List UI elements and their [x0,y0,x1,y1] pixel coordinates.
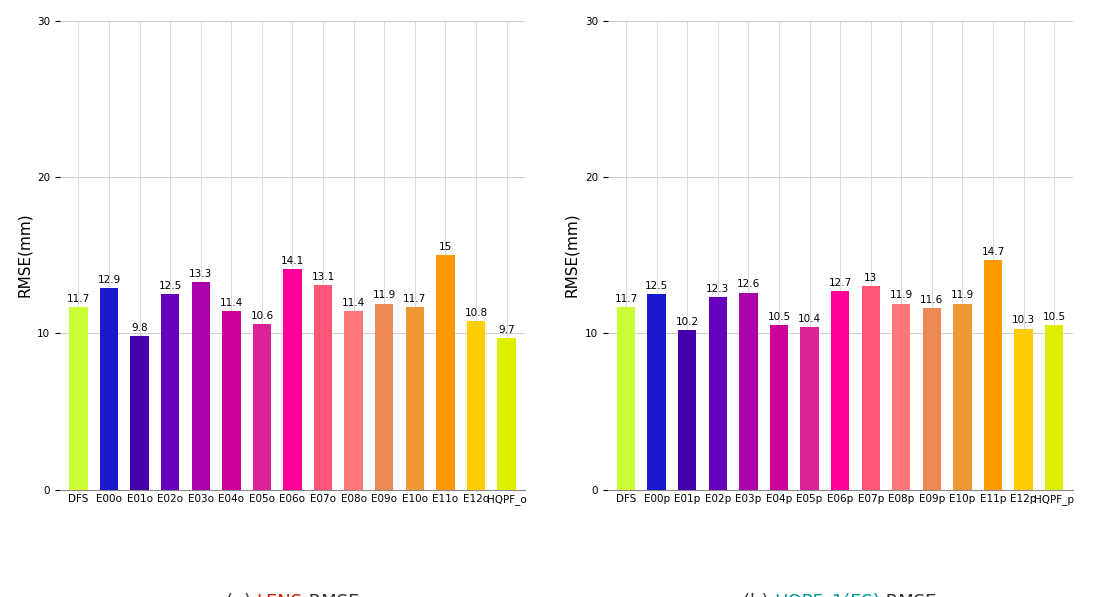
Bar [862,287,880,490]
Bar [345,312,363,490]
Text: 11.9: 11.9 [373,290,396,300]
Text: 10.6: 10.6 [251,311,274,321]
Text: (a): (a) [225,593,257,597]
Bar [984,260,1002,490]
Bar [953,303,971,490]
Text: 10.3: 10.3 [1012,315,1035,325]
Bar [770,325,788,490]
Text: 14.1: 14.1 [281,256,304,266]
Text: 13.3: 13.3 [189,269,212,279]
Bar [406,307,424,490]
Text: 10.2: 10.2 [676,317,699,327]
Text: 11.7: 11.7 [67,294,90,303]
Text: 15: 15 [439,242,452,252]
Text: 12.9: 12.9 [97,275,120,285]
Bar [253,324,271,490]
Text: 9.8: 9.8 [131,323,148,333]
Text: 11.9: 11.9 [889,290,912,300]
Bar [892,303,910,490]
Bar [283,269,302,490]
Text: 11.7: 11.7 [615,294,638,303]
Bar [1014,328,1033,490]
Bar [222,312,241,490]
Text: 10.4: 10.4 [798,314,822,324]
Text: 9.7: 9.7 [498,325,515,335]
Text: 13.1: 13.1 [312,272,335,282]
Text: 10.5: 10.5 [1043,312,1066,322]
Bar [191,282,210,490]
Text: 12.7: 12.7 [828,278,852,288]
Text: (b): (b) [744,593,775,597]
Text: RMSE: RMSE [303,593,359,597]
Text: 11.7: 11.7 [404,294,427,303]
Bar [831,291,849,490]
Text: 14.7: 14.7 [981,247,1004,257]
Bar [678,330,697,490]
Text: LENS: LENS [257,593,303,597]
Bar [375,303,394,490]
Text: 12.5: 12.5 [645,281,668,291]
Text: 11.4: 11.4 [342,298,365,308]
Y-axis label: RMSE(mm): RMSE(mm) [565,213,580,297]
Bar [437,255,455,490]
Bar [130,336,149,490]
Text: RMSE: RMSE [881,593,936,597]
Bar [498,338,515,490]
Bar [1045,325,1063,490]
Text: 11.4: 11.4 [220,298,243,308]
Bar [161,294,179,490]
Text: 13: 13 [864,273,877,283]
Text: 12.5: 12.5 [159,281,182,291]
Bar [709,297,728,490]
Y-axis label: RMSE(mm): RMSE(mm) [16,213,32,297]
Text: HQPF_1(ES): HQPF_1(ES) [775,593,881,597]
Bar [801,327,818,490]
Bar [467,321,485,490]
Bar [100,288,118,490]
Bar [740,293,757,490]
Bar [314,285,333,490]
Text: 10.5: 10.5 [767,312,791,322]
Text: 11.6: 11.6 [920,295,943,305]
Text: 12.3: 12.3 [706,284,730,294]
Text: 12.6: 12.6 [736,279,760,290]
Text: 10.8: 10.8 [465,307,488,318]
Bar [922,308,941,490]
Bar [617,307,636,490]
Bar [648,294,666,490]
Text: 11.9: 11.9 [951,290,974,300]
Bar [69,307,88,490]
